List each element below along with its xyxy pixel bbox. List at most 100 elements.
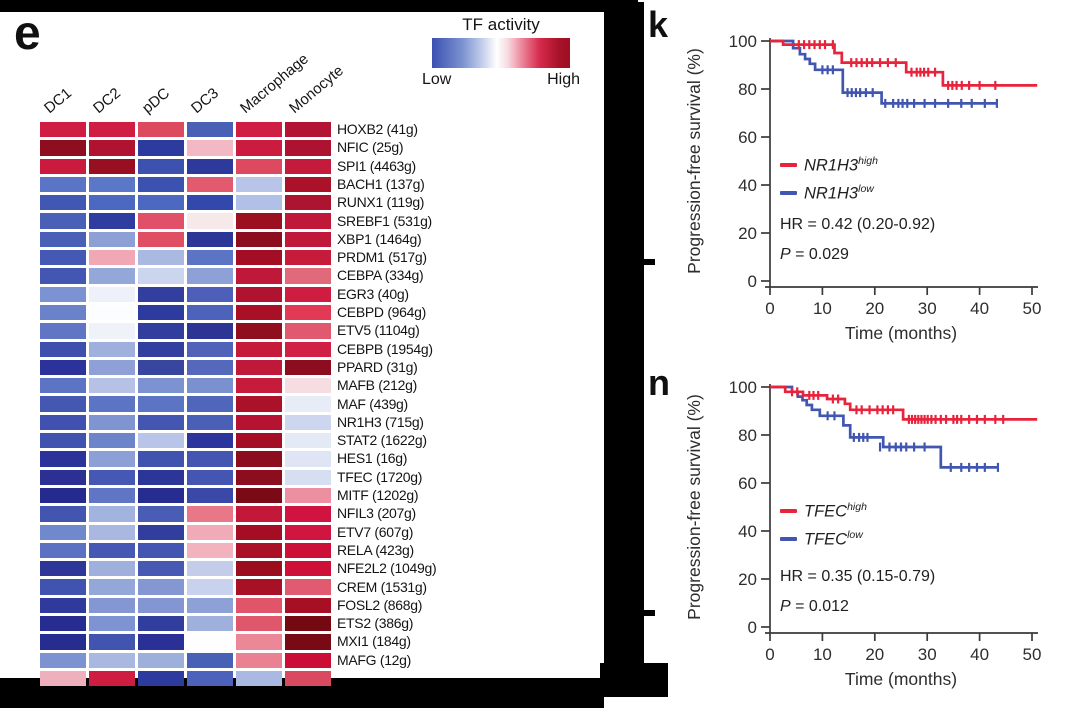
heatmap-cell bbox=[236, 579, 282, 595]
heatmap-cell bbox=[187, 524, 233, 540]
heatmap-cell bbox=[138, 433, 184, 449]
heatmap-column-label: DC2 bbox=[90, 84, 124, 117]
y-axis-title: Progression-free survival (%) bbox=[684, 394, 704, 620]
heatmap-cell bbox=[187, 286, 233, 302]
heatmap-cell bbox=[138, 158, 184, 174]
panel-n-label: n bbox=[648, 362, 670, 403]
p-value-text: = 0.012 bbox=[790, 598, 849, 615]
survival-curve-low bbox=[770, 385, 998, 469]
heatmap-cell bbox=[138, 213, 184, 229]
heatmap-cell bbox=[138, 414, 184, 431]
heatmap-cell bbox=[138, 542, 184, 559]
panel-e: e TF activity Low High DC1 DC2 pDC DC3 Macro… bbox=[0, 0, 668, 708]
km-plot-n: 0 20 40 60 80 100 0 10 20 30 40 50 Progression-free … bbox=[684, 378, 1041, 689]
legend-gene: TFEC bbox=[804, 502, 848, 521]
heatmap-cell bbox=[285, 670, 331, 687]
heatmap-cell bbox=[285, 396, 331, 412]
panel-k: k 0 20 40 60 80 100 0 10 20 30 40 50 Progression-fre… bbox=[640, 0, 1080, 346]
heatmap-row-label: BACH1 (137g) bbox=[337, 175, 425, 192]
heatmap-cell bbox=[187, 561, 233, 577]
legend-item-high: NR1H3high bbox=[780, 155, 878, 175]
heatmap-cell bbox=[285, 451, 331, 467]
heatmap-cell bbox=[285, 487, 331, 504]
y-tick-label: 20 bbox=[738, 224, 757, 243]
legend-dash-icon bbox=[780, 162, 797, 167]
heatmap-cell bbox=[285, 213, 331, 229]
heatmap-cell bbox=[89, 414, 135, 431]
stray-mark bbox=[644, 259, 655, 265]
colorbar-end-labels: Low High bbox=[422, 71, 580, 89]
heatmap-cell bbox=[40, 122, 86, 138]
heatmap-cell bbox=[187, 579, 233, 595]
heatmap-column-labels: DC1 DC2 pDC DC3 Macrophage Monocyte bbox=[0, 0, 668, 122]
heatmap-cell bbox=[40, 250, 86, 266]
heatmap-row-label: SREBF1 (531g) bbox=[337, 212, 432, 229]
heatmap-cell bbox=[236, 195, 282, 211]
p-symbol: P bbox=[780, 598, 791, 615]
heatmap-cell bbox=[138, 250, 184, 266]
heatmap-cell bbox=[138, 652, 184, 668]
heatmap-cell bbox=[236, 524, 282, 540]
legend-level: low bbox=[858, 183, 874, 195]
x-axis-title: Time (months) bbox=[845, 323, 957, 343]
heatmap-cell bbox=[40, 304, 86, 321]
x-tick-label: 30 bbox=[918, 299, 937, 318]
heatmap-row-label: HES1 (16g) bbox=[337, 450, 408, 467]
heatmap-cell bbox=[285, 140, 331, 156]
heatmap-cell bbox=[40, 341, 86, 357]
frame-bottom-nub bbox=[600, 663, 668, 697]
heatmap-cell bbox=[89, 268, 135, 284]
legend-gene: NR1H3 bbox=[804, 156, 859, 175]
heatmap-cell bbox=[187, 250, 233, 266]
heatmap-cell bbox=[138, 670, 184, 687]
y-tick-label: 100 bbox=[729, 32, 757, 51]
heatmap-row-label: STAT2 (1622g) bbox=[337, 432, 427, 449]
heatmap-cell bbox=[138, 469, 184, 485]
heatmap-cell bbox=[40, 506, 86, 522]
heatmap-cell bbox=[285, 579, 331, 595]
survival-curve-high bbox=[770, 385, 1038, 421]
heatmap-cell bbox=[89, 158, 135, 174]
heatmap-cell bbox=[285, 433, 331, 449]
heatmap-cell bbox=[187, 140, 233, 156]
heatmap-column-label: DC3 bbox=[188, 84, 222, 117]
heatmap-cell bbox=[236, 396, 282, 412]
legend-dash-icon bbox=[780, 536, 797, 541]
heatmap-cell bbox=[285, 286, 331, 302]
heatmap-cell bbox=[40, 616, 86, 632]
heatmap-row-label: HOXB2 (41g) bbox=[337, 121, 418, 137]
heatmap-row-labels: HOXB2 (41g) NFIC (25g) SPI1 (4463g) BACH1 (… bbox=[337, 121, 603, 688]
heatmap-cell bbox=[236, 250, 282, 266]
x-tick-label: 20 bbox=[865, 299, 884, 318]
y-tick-label: 60 bbox=[738, 128, 757, 147]
heatmap-cell bbox=[40, 158, 86, 174]
p-value-n: P = 0.012 bbox=[780, 598, 849, 616]
heatmap-cell bbox=[236, 286, 282, 302]
stray-mark bbox=[644, 610, 655, 616]
heatmap-cell bbox=[89, 561, 135, 577]
heatmap-cell bbox=[40, 176, 86, 193]
heatmap-cell bbox=[285, 506, 331, 522]
heatmap-cell bbox=[187, 506, 233, 522]
heatmap-row-label: PPARD (31g) bbox=[337, 358, 418, 375]
heatmap-cell bbox=[89, 506, 135, 522]
x-tick-label: 40 bbox=[970, 299, 989, 318]
x-tick-label: 40 bbox=[970, 645, 989, 664]
heatmap-cell bbox=[285, 158, 331, 174]
heatmap-cell bbox=[138, 487, 184, 504]
heatmap-cell bbox=[89, 176, 135, 193]
heatmap-cell bbox=[89, 451, 135, 467]
heatmap-cell bbox=[187, 396, 233, 412]
x-tick-label: 0 bbox=[765, 299, 774, 318]
heatmap-cell bbox=[138, 579, 184, 595]
heatmap-row-label: SPI1 (4463g) bbox=[337, 157, 416, 174]
heatmap-cell bbox=[40, 213, 86, 229]
heatmap-cell bbox=[89, 396, 135, 412]
hr-text-k: HR = 0.42 (0.20-0.92) bbox=[780, 216, 936, 233]
heatmap-cell bbox=[89, 652, 135, 668]
panel-k-label: k bbox=[648, 4, 669, 45]
heatmap-cell bbox=[138, 597, 184, 614]
x-axis-title: Time (months) bbox=[845, 669, 957, 689]
heatmap-cell bbox=[187, 378, 233, 394]
heatmap-cell bbox=[138, 616, 184, 632]
